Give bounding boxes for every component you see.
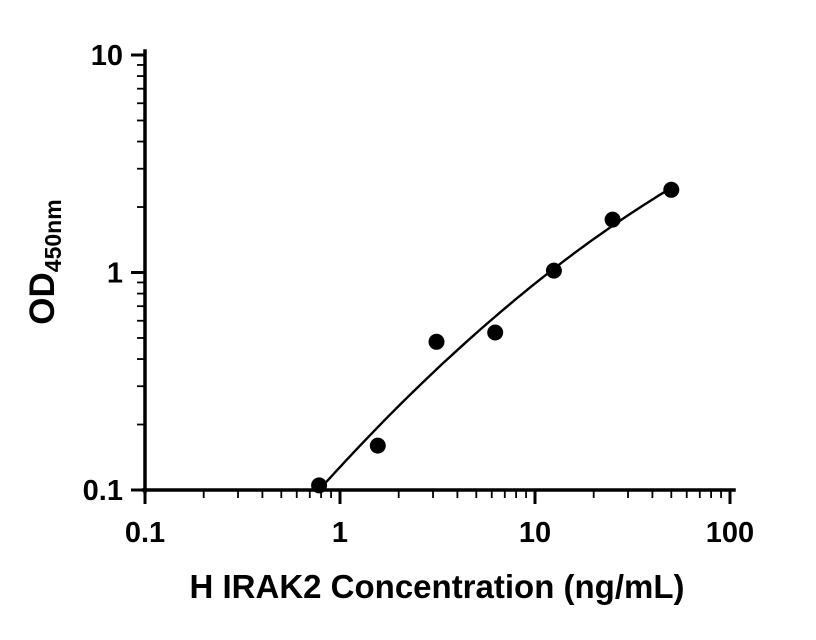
data-point	[545, 262, 562, 279]
data-point	[663, 181, 680, 198]
x-tick-label: 0.1	[125, 517, 165, 549]
y-axis-title: OD450nm	[23, 199, 66, 324]
y-tick-label: 10	[91, 40, 123, 72]
plot-area: 0.1 1 10 100 0.1 1 10	[83, 40, 755, 549]
y-tick-label: 0.1	[83, 475, 123, 507]
x-axis-title: H IRAK2 Concentration (ng/mL)	[190, 568, 685, 605]
y-tick-label: 1	[107, 258, 123, 290]
data-point	[311, 477, 328, 494]
data-point	[604, 211, 621, 228]
data-point	[369, 437, 386, 454]
data-point	[428, 333, 445, 350]
x-tick-label: 10	[519, 517, 551, 549]
x-tick-label: 1	[332, 517, 348, 549]
y-axis-title-subscript: 450nm	[40, 199, 66, 272]
x-tick-label: 100	[706, 517, 754, 549]
y-axis-title-text: OD	[23, 272, 62, 325]
data-point	[487, 324, 504, 341]
